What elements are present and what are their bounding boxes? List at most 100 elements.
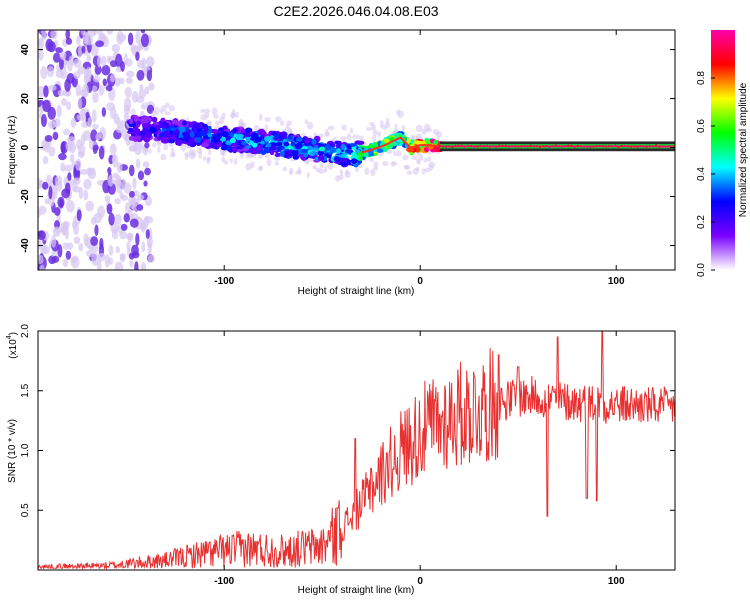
spectrogram-band-dot <box>579 144 583 148</box>
colorbar-tick-label: 0.8 <box>696 71 707 85</box>
spectrogram-halo-blob <box>379 119 384 128</box>
colorbar-label: Normalized spectral amplitude <box>738 82 749 217</box>
spectrogram-noise-blob <box>106 30 114 35</box>
spectrogram-noise-blob <box>58 153 67 161</box>
spectrogram-halo-blob <box>141 102 149 110</box>
spectrogram-noise-blob <box>60 98 68 107</box>
spectrogram-halo-blob <box>289 167 294 174</box>
spectrogram-noise-blob <box>106 203 113 215</box>
spectrogram-noise-blob <box>98 252 106 262</box>
spectrogram-halo-blob <box>127 140 132 145</box>
snr-x-tick-label: 100 <box>608 576 625 587</box>
spectrogram-ridge-blob <box>254 136 262 143</box>
spectrogram-noise-blob <box>77 151 85 159</box>
spectrogram-ridge-blob <box>340 143 346 151</box>
spectrogram-halo-blob <box>304 119 309 125</box>
spectrogram-halo-blob <box>335 175 341 183</box>
spectrogram-noise-blob <box>38 210 41 218</box>
spectrogram-noise-blob <box>140 33 149 48</box>
spectrogram-halo-blob <box>200 108 205 114</box>
spectrogram-ridge-blob <box>413 140 421 145</box>
spectrogram-noise-blob <box>64 78 71 92</box>
spectrogram-noise-blob <box>67 136 76 143</box>
spectrogram-ridge-blob <box>383 138 391 143</box>
spectrogram-ridge-blob <box>275 142 283 147</box>
spectrogram-band-dot <box>664 145 667 149</box>
spectrogram-noise-blob <box>98 145 105 160</box>
spectrogram-noise-blob <box>108 212 115 226</box>
spectrogram-noise-blob <box>92 144 99 151</box>
spectrogram-noise-blob <box>144 216 154 224</box>
spectrogram-ridge-blob <box>203 126 209 133</box>
spectrogram-ridge-blob <box>283 141 290 147</box>
spectrogram-noise-blob <box>38 49 44 61</box>
spectrogram-noise-blob <box>136 69 145 81</box>
spectrogram-halo-blob <box>156 146 161 153</box>
spectrogram-halo-blob <box>264 116 271 123</box>
spectrogram-ridge-blob <box>128 135 135 141</box>
spectrogram-halo-blob <box>402 154 409 161</box>
spectrogram-ridge-blob <box>433 145 440 153</box>
spectrogram-noise-blob <box>123 213 130 223</box>
spectrogram-halo-blob <box>214 120 222 126</box>
spectrogram-noise-blob <box>137 170 145 181</box>
spectrogram-noise-blob <box>147 241 152 256</box>
spectrogram-ridge-blob <box>189 131 195 138</box>
spectrogram-band-dot <box>661 145 664 148</box>
spectrogram-halo-blob <box>213 114 219 120</box>
spectrogram-y-tick-label: -20 <box>20 189 31 204</box>
spectrogram-band-dot <box>614 144 617 147</box>
spectrogram-band-dot <box>548 145 551 149</box>
spectrogram-noise-blob <box>38 239 43 249</box>
spectrogram-halo-blob <box>133 145 140 151</box>
spectrogram-band-dot <box>557 145 561 148</box>
spectrogram-band-dot <box>617 145 620 149</box>
spectrogram-noise-blob <box>51 234 57 248</box>
spectrogram-noise-blob <box>114 261 124 270</box>
spectrogram-noise-blob <box>76 209 82 222</box>
colorbar-bar <box>711 30 735 270</box>
spectrogram-noise-blob <box>38 85 45 98</box>
spectrogram-halo-blob <box>341 124 348 131</box>
spectrogram-noise-blob <box>82 83 89 98</box>
spectrogram-noise-blob <box>101 107 107 117</box>
spectrogram-frame <box>37 29 676 271</box>
spectrogram-ridge-blob <box>229 132 235 138</box>
spectrogram-noise-blob <box>75 158 82 171</box>
spectrogram-noise-blob <box>109 60 118 68</box>
spectrogram-ridge-blob <box>142 118 149 125</box>
spectrogram-halo-blob <box>203 108 211 114</box>
spectrogram-halo-blob <box>164 102 170 108</box>
spectrogram-noise-blob <box>135 51 140 61</box>
spectrogram-ridge-blob <box>178 126 186 133</box>
spectrogram-ridge-blob <box>196 128 202 133</box>
spectrogram-band-dot <box>570 144 573 148</box>
spectrogram-noise-blob <box>40 114 47 127</box>
spectrogram-halo-blob <box>284 124 290 132</box>
spectrogram-noise-blob <box>114 77 121 87</box>
spectrogram-halo-blob <box>312 164 317 170</box>
spectrogram-ridge-blob <box>148 127 157 134</box>
spectrogram-band-dot <box>488 145 492 148</box>
spectrogram-noise-blob <box>52 226 61 237</box>
spectrogram-ridge-blob <box>357 140 365 145</box>
spectrogram-halo-blob <box>148 148 152 154</box>
spectrogram-ridge-blob <box>301 148 308 154</box>
spectrogram-halo-blob <box>282 166 288 172</box>
spectrogram-halo-blob <box>211 107 218 116</box>
spectrogram-noise-blob <box>54 220 60 229</box>
spectrogram-halo-blob <box>279 120 285 127</box>
spectrogram-noise-blob <box>65 250 72 260</box>
spectrogram-ridge-blob <box>157 136 163 141</box>
spectrogram-noise-blob <box>146 69 153 82</box>
spectrogram-noise-blob <box>144 142 150 149</box>
spectrogram-noise-blob <box>67 172 72 181</box>
spectrogram-ridge-blob <box>212 135 218 142</box>
spectrogram-y-tick-label: -40 <box>20 238 31 253</box>
spectrogram-noise-blob <box>140 30 146 34</box>
spectrogram-band-dot <box>448 145 451 148</box>
spectrogram-band-dot <box>485 144 489 148</box>
spectrogram-noise-blob <box>78 242 84 252</box>
spectrogram-x-tick-label: 100 <box>608 276 625 287</box>
spectrogram-halo-blob <box>404 164 410 170</box>
